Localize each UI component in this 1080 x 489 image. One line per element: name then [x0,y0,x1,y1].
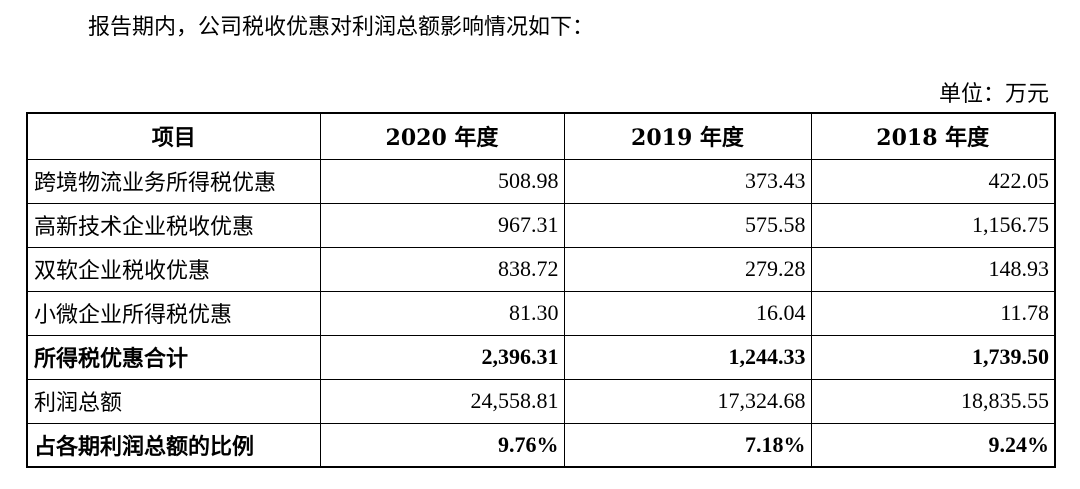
cell-2019: 1,244.33 [563,334,812,380]
row-label: 利润总额 [26,378,321,424]
cell-2018: 11.78 [810,290,1056,336]
header-2020: 2020 年度 [319,112,565,160]
cell-2019: 16.04 [563,290,812,336]
cell-2019: 17,324.68 [563,378,812,424]
cell-2020: 24,558.81 [319,378,565,424]
table-row: 跨境物流业务所得税优惠 508.98 373.43 422.05 [26,158,1056,204]
cell-2018: 422.05 [810,158,1056,204]
cell-2020: 967.31 [319,202,565,248]
table-row: 利润总额 24,558.81 17,324.68 18,835.55 [26,378,1056,424]
cell-2020: 81.30 [319,290,565,336]
header-item: 项目 [26,112,321,160]
table-row-total: 所得税优惠合计 2,396.31 1,244.33 1,739.50 [26,334,1056,380]
tax-benefit-table: 项目 2020 年度 2019 年度 2018 年度 跨境物流业务所得税优惠 5… [26,112,1056,468]
cell-2020: 9.76% [319,422,565,468]
intro-paragraph: 报告期内，公司税收优惠对利润总额影响情况如下： [88,15,595,40]
cell-2020: 2,396.31 [319,334,565,380]
cell-2018: 148.93 [810,246,1056,292]
cell-2020: 838.72 [319,246,565,292]
table-row: 小微企业所得税优惠 81.30 16.04 11.78 [26,290,1056,336]
table-row-ratio: 占各期利润总额的比例 9.76% 7.18% 9.24% [26,422,1056,468]
cell-2020: 508.98 [319,158,565,204]
cell-2019: 279.28 [563,246,812,292]
cell-2018: 18,835.55 [810,378,1056,424]
table-row: 双软企业税收优惠 838.72 279.28 148.93 [26,246,1056,292]
row-label: 双软企业税收优惠 [26,246,321,292]
cell-2018: 1,739.50 [810,334,1056,380]
row-label: 占各期利润总额的比例 [26,422,321,468]
header-2018: 2018 年度 [810,112,1056,160]
row-label: 所得税优惠合计 [26,334,321,380]
cell-2019: 373.43 [563,158,812,204]
cell-2018: 1,156.75 [810,202,1056,248]
table-row: 高新技术企业税收优惠 967.31 575.58 1,156.75 [26,202,1056,248]
row-label: 高新技术企业税收优惠 [26,202,321,248]
header-2019: 2019 年度 [563,112,812,160]
cell-2018: 9.24% [810,422,1056,468]
row-label: 跨境物流业务所得税优惠 [26,158,321,204]
unit-label: 单位：万元 [938,82,1049,107]
cell-2019: 7.18% [563,422,812,468]
row-label: 小微企业所得税优惠 [26,290,321,336]
cell-2019: 575.58 [563,202,812,248]
table-header-row: 项目 2020 年度 2019 年度 2018 年度 [26,112,1056,160]
